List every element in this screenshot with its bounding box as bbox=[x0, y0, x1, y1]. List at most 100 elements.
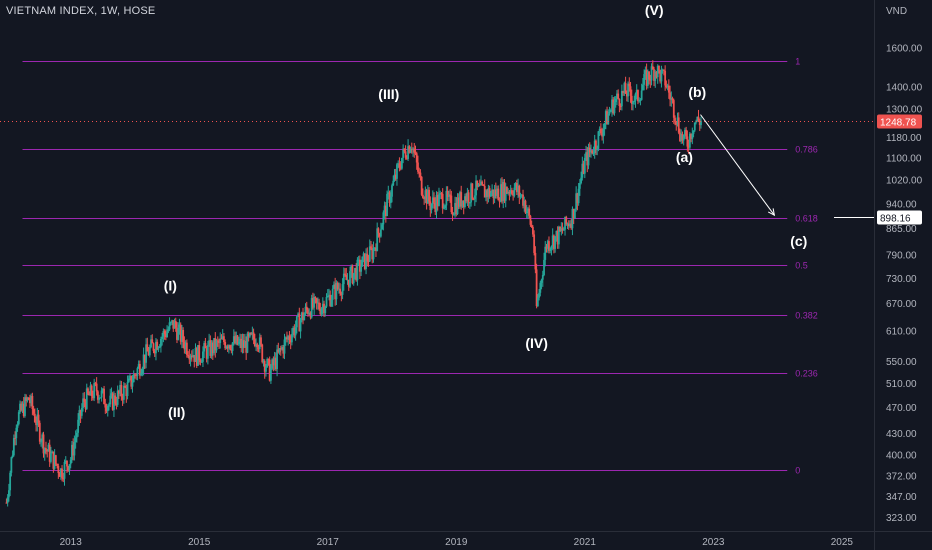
candle-body bbox=[592, 152, 595, 154]
candle-body bbox=[297, 313, 299, 317]
candle-body bbox=[387, 192, 390, 194]
candle-body bbox=[401, 157, 403, 169]
candle-body bbox=[460, 192, 463, 207]
candle-body bbox=[590, 150, 592, 153]
candle-body bbox=[424, 190, 427, 200]
candle-body bbox=[413, 148, 416, 153]
candle-body bbox=[667, 85, 670, 93]
candle-body bbox=[298, 313, 301, 332]
candle-body bbox=[583, 157, 586, 174]
candle-body bbox=[483, 185, 486, 198]
candle-body bbox=[179, 324, 182, 342]
candle-body bbox=[232, 336, 235, 343]
candle-body bbox=[195, 348, 198, 366]
candle-body bbox=[200, 361, 203, 363]
candle-body bbox=[462, 200, 465, 207]
candle-body bbox=[634, 93, 637, 101]
candle-body bbox=[585, 152, 587, 158]
candle-body bbox=[384, 205, 387, 217]
candle-body bbox=[393, 174, 396, 181]
candle-body bbox=[430, 203, 433, 210]
candle-body bbox=[613, 102, 616, 114]
candle-body bbox=[134, 374, 136, 376]
candle-body bbox=[467, 192, 470, 203]
candle-body bbox=[31, 395, 34, 410]
candle-body bbox=[443, 208, 445, 210]
candle-body bbox=[447, 194, 450, 197]
candle-body bbox=[46, 450, 49, 452]
chart-title: VIETNAM INDEX, 1W, HOSE bbox=[6, 5, 156, 17]
candle-body bbox=[403, 148, 406, 152]
candle-body bbox=[244, 341, 246, 348]
candle-body bbox=[203, 343, 206, 352]
candle-body bbox=[513, 187, 516, 196]
candle-body bbox=[574, 209, 576, 219]
candle-body bbox=[7, 490, 10, 498]
candle-body bbox=[386, 193, 388, 217]
candle-body bbox=[473, 195, 476, 199]
candle-body bbox=[360, 266, 363, 272]
wave-label: (II) bbox=[168, 404, 185, 420]
candle-body bbox=[45, 448, 47, 451]
candle-body bbox=[593, 140, 596, 153]
candle-body bbox=[650, 66, 653, 81]
candle-body bbox=[190, 355, 193, 358]
y-tick-label: 470.00 bbox=[886, 403, 917, 414]
candle-body bbox=[399, 167, 402, 169]
candle-body bbox=[209, 340, 212, 356]
candle-body bbox=[431, 197, 434, 204]
candle-body bbox=[82, 398, 84, 408]
fib-level-label: 0.618 bbox=[795, 214, 818, 224]
candle-body bbox=[485, 190, 487, 198]
candle-body bbox=[115, 403, 118, 405]
candle-body bbox=[204, 343, 207, 349]
candle-body bbox=[188, 356, 191, 360]
candle-body bbox=[176, 327, 178, 340]
candle-body bbox=[675, 121, 678, 125]
candle-body bbox=[210, 342, 213, 356]
candle-body bbox=[528, 208, 531, 216]
candle-body bbox=[57, 465, 60, 474]
candle-body bbox=[193, 355, 196, 362]
candle-body bbox=[129, 375, 131, 379]
candle-body bbox=[670, 98, 673, 100]
candle-body bbox=[104, 404, 107, 408]
candle-body bbox=[14, 438, 16, 440]
y-tick-label: 865.00 bbox=[886, 224, 917, 235]
wave-label: (I) bbox=[164, 278, 177, 294]
candle-body bbox=[330, 299, 333, 307]
candle-body bbox=[619, 105, 622, 107]
candle-body bbox=[633, 100, 636, 102]
candle-body bbox=[72, 444, 75, 456]
candle-body bbox=[316, 302, 319, 304]
candle-body bbox=[378, 233, 381, 237]
y-tick-label: 1600.00 bbox=[886, 43, 923, 54]
candle-body bbox=[213, 338, 215, 354]
candle-body bbox=[302, 312, 304, 321]
candle-body bbox=[266, 358, 269, 367]
candle-body bbox=[74, 437, 77, 443]
candle-body bbox=[665, 85, 668, 88]
candle-body bbox=[117, 390, 120, 394]
candle-body bbox=[241, 340, 244, 349]
candle-body bbox=[310, 298, 313, 318]
candle-body bbox=[410, 148, 413, 150]
candle-body bbox=[549, 248, 552, 251]
candle-body bbox=[38, 422, 41, 442]
y-tick-label: 550.00 bbox=[886, 357, 917, 368]
candle-body bbox=[455, 203, 458, 215]
candle-body bbox=[438, 194, 440, 206]
candle-body bbox=[126, 382, 129, 396]
y-tick-label: 372.00 bbox=[886, 472, 917, 483]
candle-body bbox=[312, 298, 314, 308]
candle-body bbox=[171, 320, 173, 323]
candle-body bbox=[649, 79, 652, 81]
candle-body bbox=[11, 455, 14, 458]
candle-body bbox=[439, 193, 442, 195]
candle-body bbox=[90, 385, 93, 397]
candle-body bbox=[340, 293, 343, 295]
candle-body bbox=[26, 397, 29, 401]
candle-body bbox=[10, 457, 13, 473]
candle-body bbox=[591, 150, 594, 154]
